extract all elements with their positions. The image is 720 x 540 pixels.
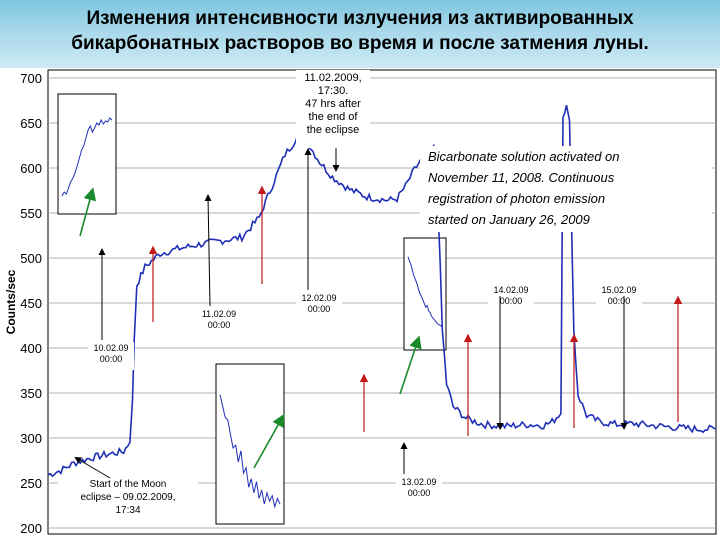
y-tick-label: 350: [20, 386, 42, 401]
date-label-1402: 14.02.09 00:00: [493, 285, 528, 306]
title-banner: Изменения интенсивности излучения из акт…: [0, 0, 720, 68]
note-box-after-eclipse: [296, 70, 370, 148]
y-tick-label: 500: [20, 251, 42, 266]
label-box-1402: [488, 284, 534, 312]
chart-title: Изменения интенсивности излучения из акт…: [71, 8, 649, 54]
y-axis-ticks: 200 250 300 350 400 450 500 550 600 650 700: [20, 71, 42, 536]
inset-line: [407, 256, 443, 327]
y-tick-label: 450: [20, 296, 42, 311]
green-arrow-2: [253, 413, 285, 469]
y-tick-label: 550: [20, 206, 42, 221]
green-arrow-3: [399, 335, 422, 395]
solution-note: Bicarbonate solution activated on Novembe…: [428, 149, 620, 227]
label-box-eclipse: [58, 476, 198, 524]
y-tick-label: 700: [20, 71, 42, 86]
y-tick-label: 200: [20, 521, 42, 536]
inset-line: [219, 394, 281, 509]
series-line: [47, 105, 717, 478]
inset-box: [403, 237, 447, 351]
label-box-1102: [196, 308, 242, 336]
inset-line: [61, 117, 113, 197]
date-label-1502: 15.02.09 00:00: [601, 285, 636, 306]
date-label-1202: 12.02.09 00:00: [301, 293, 336, 314]
date-label-1102: 11.02.09 00:00: [202, 309, 236, 330]
green-arrow-1: [79, 187, 97, 237]
y-axis-label: Counts/sec: [4, 269, 18, 334]
label-box-1202: [296, 292, 342, 320]
note-box-solution: [420, 146, 712, 232]
insets: [57, 93, 447, 525]
arrow-1102: [204, 194, 212, 307]
y-tick-label: 250: [20, 476, 42, 491]
label-box-1502: [596, 284, 642, 312]
inset-box: [57, 93, 117, 215]
inset-box: [215, 363, 285, 525]
y-tick-label: 650: [20, 116, 42, 131]
y-tick-label: 400: [20, 341, 42, 356]
label-box-1002: [88, 342, 134, 370]
date-label-1302: 13.02.09 00:00: [401, 477, 436, 498]
y-tick-label: 600: [20, 161, 42, 176]
after-eclipse-note: 11.02.2009, 17:30. 47 hrs after the end of t…: [304, 72, 361, 136]
eclipse-start-note: Start of the Moon eclipse – 09.02.2009, 17…: [80, 479, 175, 516]
label-box-1302: [396, 476, 442, 504]
arrow-eclipse-start: [74, 456, 111, 479]
y-tick-label: 300: [20, 431, 42, 446]
date-label-1002: 10.02.09 00:00: [93, 343, 128, 364]
